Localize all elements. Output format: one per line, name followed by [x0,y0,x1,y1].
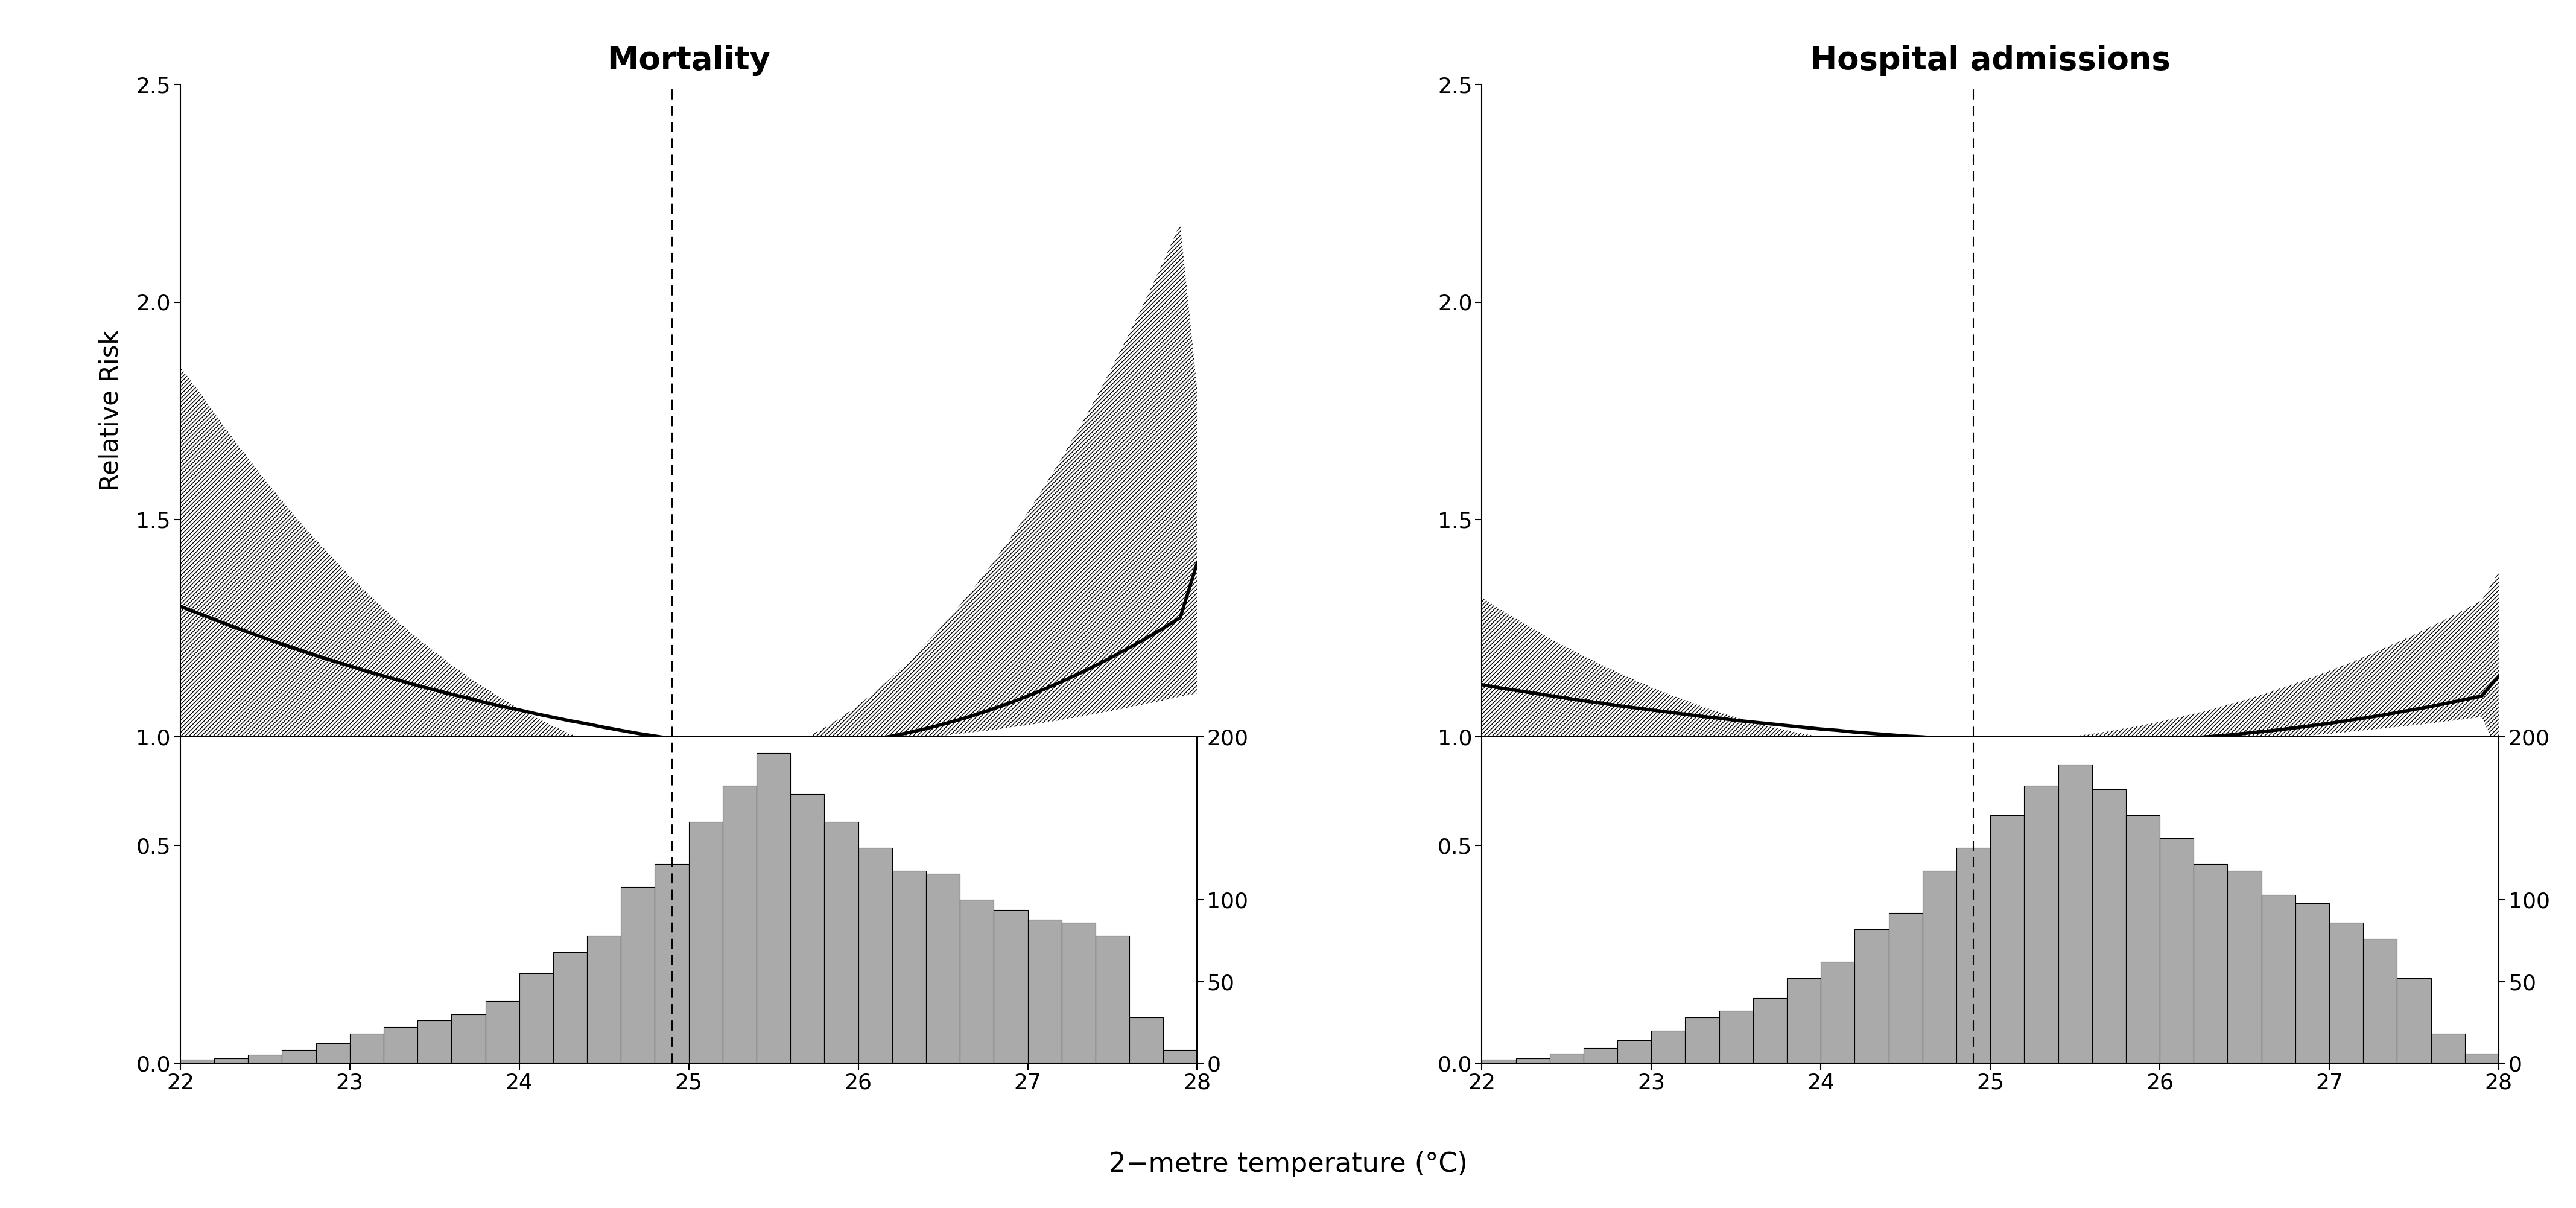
Bar [214,1058,247,1063]
Bar [2398,978,2432,1063]
Title: Hospital admissions: Hospital admissions [1811,45,2172,76]
Bar [1515,1058,1551,1063]
Bar [925,873,961,1063]
Bar [891,871,925,1063]
Bar [417,1021,451,1063]
Bar [2025,786,2058,1063]
Bar [1551,1053,1584,1063]
Bar [1788,978,1821,1063]
Bar [2362,939,2398,1063]
Bar [1584,1049,1618,1063]
Y-axis label: Relative Risk: Relative Risk [98,330,124,492]
Bar [180,1059,214,1063]
Bar [484,1001,520,1063]
Bar [621,887,654,1063]
Bar [1991,815,2025,1063]
Bar [994,910,1028,1063]
Bar [1164,1050,1198,1063]
Bar [1718,1011,1754,1063]
Bar [2295,904,2329,1063]
Bar [1955,848,1991,1063]
Text: 2−metre temperature (°C): 2−metre temperature (°C) [1108,1151,1468,1177]
Bar [1095,936,1128,1063]
Bar [688,821,724,1063]
Bar [757,754,791,1063]
Bar [451,1015,484,1063]
Bar [961,900,994,1063]
Bar [587,936,621,1063]
Bar [2465,1053,2499,1063]
Bar [1888,913,1922,1063]
Bar [1651,1030,1685,1063]
Bar [858,848,891,1063]
Title: Mortality: Mortality [608,45,770,76]
Bar [2092,789,2125,1063]
Bar [281,1050,317,1063]
Bar [1754,998,1788,1063]
Bar [1128,1017,1164,1063]
Bar [824,821,858,1063]
Bar [2125,815,2159,1063]
Bar [2058,765,2092,1063]
Bar [1481,1059,1515,1063]
Bar [2262,895,2295,1063]
Bar [247,1055,281,1063]
Bar [554,952,587,1063]
Bar [2159,838,2195,1063]
Bar [384,1027,417,1063]
Bar [317,1044,350,1063]
Bar [1855,929,1888,1063]
Bar [1922,871,1955,1063]
Bar [520,974,554,1063]
Bar [1028,919,1061,1063]
Bar [350,1034,384,1063]
Bar [1618,1040,1651,1063]
Bar [2432,1034,2465,1063]
Bar [791,794,824,1063]
Bar [1061,923,1095,1063]
Bar [2329,923,2362,1063]
Bar [654,864,688,1063]
Bar [724,786,757,1063]
Bar [1685,1017,1718,1063]
Bar [1821,962,1855,1063]
Bar [2195,864,2228,1063]
Bar [2228,871,2262,1063]
